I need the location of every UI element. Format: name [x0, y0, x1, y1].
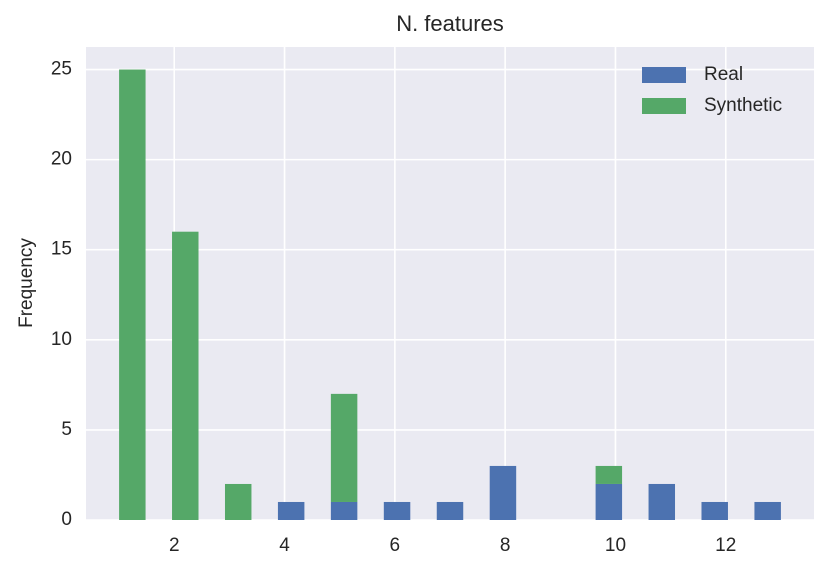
legend-label: Synthetic [704, 95, 782, 116]
x-tick-label: 12 [715, 535, 736, 556]
y-tick-label: 15 [51, 239, 72, 260]
bar [277, 501, 305, 520]
bar [224, 483, 252, 520]
bar [172, 231, 199, 520]
y-tick-label: 25 [51, 59, 72, 80]
x-tick-label: 4 [279, 535, 290, 556]
bar [595, 465, 623, 484]
bar [489, 465, 517, 520]
chart-title: N. features [396, 11, 504, 36]
bar [383, 501, 411, 520]
x-tick-label: 10 [605, 535, 626, 556]
legend-swatch [642, 98, 686, 114]
bar [119, 69, 146, 521]
y-tick-label: 5 [61, 419, 72, 440]
legend-label: Real [704, 64, 743, 85]
bar [754, 501, 781, 520]
bar [330, 393, 358, 502]
bar [436, 501, 464, 520]
y-axis-label: Frequency [16, 238, 37, 328]
plot-background [86, 47, 814, 520]
x-tick-label: 8 [500, 535, 511, 556]
x-tick-label: 2 [169, 535, 180, 556]
y-tick-label: 20 [51, 149, 72, 170]
bar [330, 501, 358, 520]
x-tick-label: 6 [390, 535, 401, 556]
legend-swatch [642, 67, 686, 83]
bar [648, 483, 676, 520]
bar [595, 483, 623, 520]
y-tick-label: 10 [51, 329, 72, 350]
y-tick-label: 0 [61, 509, 72, 530]
bar [701, 501, 728, 520]
